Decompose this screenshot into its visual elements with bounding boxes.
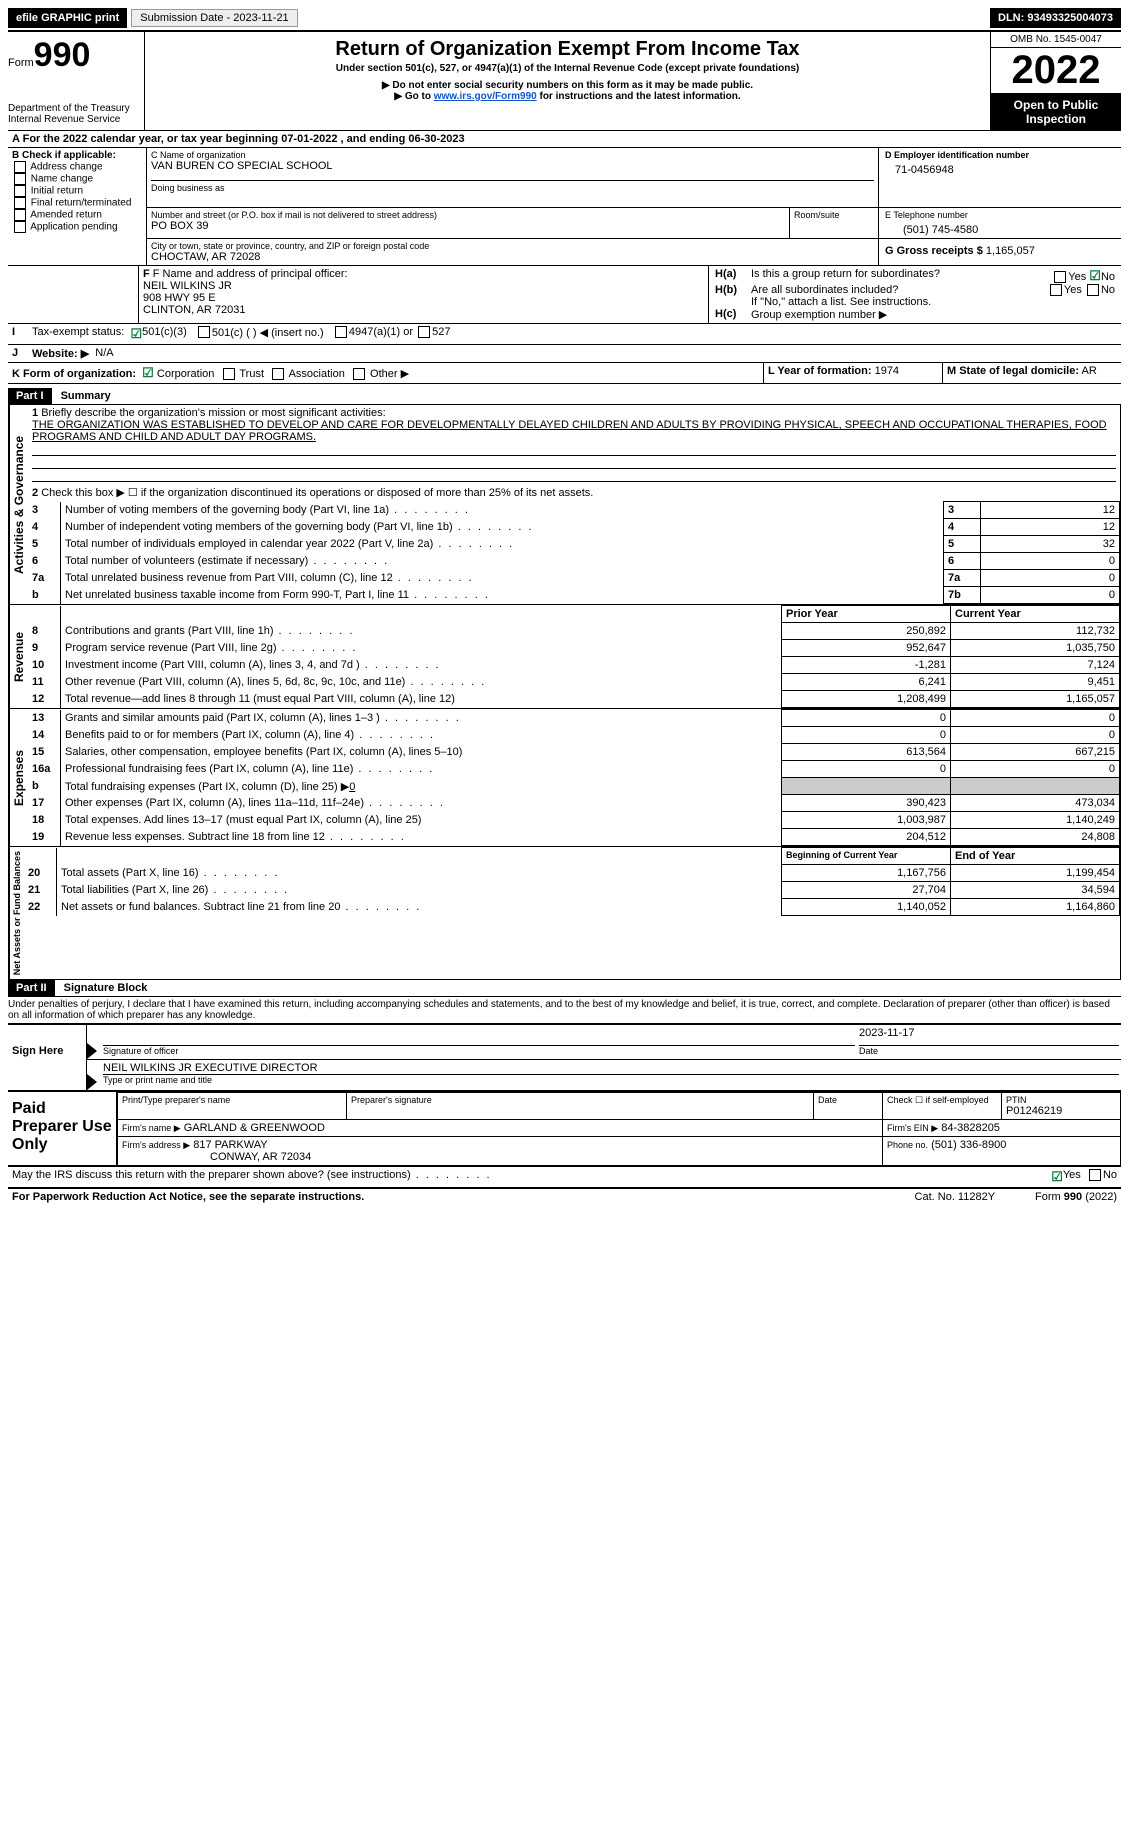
ein: 71-0456948 [895,164,1115,176]
website-value: N/A [95,347,113,360]
org-form-row: K Form of organization: ☑ Corporation Tr… [8,362,1121,384]
block-b: B Check if applicable: Address change Na… [8,148,146,265]
tax-year: 2022 [991,48,1121,94]
efile-label: efile GRAPHIC print [8,8,127,28]
tax-period: A For the 2022 calendar year, or tax yea… [8,130,1121,147]
net-assets-table: Beginning of Current YearEnd of Year 20T… [24,847,1120,916]
paid-preparer-block: Paid Preparer Use Only Print/Type prepar… [8,1092,1121,1167]
org-city: CHOCTAW, AR 72028 [151,251,874,263]
org-name: VAN BUREN CO SPECIAL SCHOOL [151,160,874,172]
top-bar: efile GRAPHIC print Submission Date - 20… [8,8,1121,28]
ssn-note: ▶ Do not enter social security numbers o… [151,80,984,91]
submission-date-button[interactable]: Submission Date - 2023-11-21 [131,9,297,27]
activities-label: Activities & Governance [9,405,28,604]
block-c: C Name of organization VAN BUREN CO SPEC… [146,148,1121,265]
irs-label: Internal Revenue Service [8,114,138,125]
part1-body: Activities & Governance 1 Briefly descri… [8,404,1121,605]
officer-print-name: NEIL WILKINS JR EXECUTIVE DIRECTOR [103,1062,1119,1075]
treasury-label: Department of the Treasury [8,103,138,114]
website-row: J Website: ▶ N/A [8,344,1121,362]
arrow-icon [87,1074,97,1090]
footer-row: For Paperwork Reduction Act Notice, see … [8,1189,1121,1205]
arrow-icon [87,1043,97,1059]
form-header: Form990 Department of the Treasury Inter… [8,30,1121,130]
dln-label: DLN: 93493325004073 [990,8,1121,28]
declaration: Under penalties of perjury, I declare th… [8,996,1121,1023]
phone: (501) 745-4580 [903,224,1115,236]
officer-block: F F Name and address of principal office… [8,265,1121,323]
mission-text: THE ORGANIZATION WAS ESTABLISHED TO DEVE… [32,419,1107,443]
may-discuss-row: May the IRS discuss this return with the… [8,1167,1121,1189]
part1-header: Part I Summary [8,388,1121,404]
summary-table-a: 3Number of voting members of the governi… [28,501,1120,604]
net-assets-block: Net Assets or Fund Balances Beginning of… [8,847,1121,980]
sign-here-block: Sign Here Signature of officer 2023-11-1… [8,1023,1121,1092]
part2-header: Part II Signature Block [8,980,1121,996]
goto-note: ▶ Go to www.irs.gov/Form990 for instruct… [151,91,984,102]
org-address: PO BOX 39 [151,220,785,232]
org-info-block: B Check if applicable: Address change Na… [8,147,1121,265]
form-subtitle: Under section 501(c), 527, or 4947(a)(1)… [151,63,984,74]
gross-receipts: 1,165,057 [986,245,1035,257]
tax-exempt-row: I Tax-exempt status: ☑ 501(c)(3) 501(c) … [8,323,1121,344]
irs-link[interactable]: www.irs.gov/Form990 [434,91,537,102]
expenses-table: 13Grants and similar amounts paid (Part … [28,709,1120,846]
omb-number: OMB No. 1545-0047 [991,32,1121,48]
revenue-block: Revenue Prior YearCurrent Year 8Contribu… [8,605,1121,709]
open-inspection: Open to Public Inspection [991,94,1121,130]
form-title: Return of Organization Exempt From Incom… [151,38,984,61]
officer-name: NEIL WILKINS JR [143,280,704,292]
revenue-table: Prior YearCurrent Year 8Contributions an… [28,605,1120,708]
expenses-block: Expenses 13Grants and similar amounts pa… [8,709,1121,847]
form-number: Form990 [8,36,138,75]
